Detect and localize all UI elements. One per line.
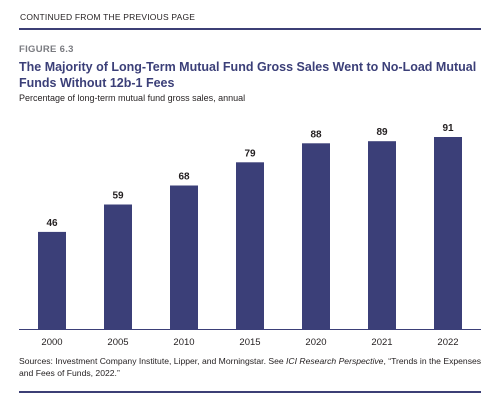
- sources-note: Sources: Investment Company Institute, L…: [19, 356, 489, 379]
- chart-subtitle: Percentage of long-term mutual fund gros…: [19, 93, 246, 103]
- x-tick-label-2021: 2021: [371, 337, 392, 348]
- x-tick-label-2010: 2010: [173, 337, 194, 348]
- data-label-2000: 46: [46, 218, 58, 229]
- top-divider: [19, 28, 481, 30]
- bar-2022: [434, 137, 462, 329]
- figure-number: FIGURE 6.3: [19, 44, 74, 55]
- x-tick-labels-group: 2000 2005 2010 2015 2020 2021 2022: [41, 337, 458, 348]
- sources-suffix: , “Trends in the Expenses and Fees of Fu…: [19, 356, 482, 378]
- bar-2005: [104, 204, 132, 329]
- bar-2000: [38, 231, 66, 329]
- data-label-2021: 89: [376, 127, 388, 138]
- bar-2015: [236, 162, 264, 329]
- sources-prefix: Sources: Investment Company Institute, L…: [19, 356, 287, 366]
- bottom-divider: [19, 391, 481, 393]
- x-tick-label-2020: 2020: [305, 337, 326, 348]
- data-label-2005: 59: [112, 191, 124, 202]
- data-label-2022: 91: [442, 123, 454, 134]
- x-tick-label-2005: 2005: [107, 337, 128, 348]
- data-labels-group: 46 59 68 79 88 89 91: [46, 123, 454, 229]
- bar-2010: [170, 185, 198, 329]
- bar-2020: [302, 143, 330, 329]
- bar-2021: [368, 141, 396, 329]
- bars-group: [38, 137, 462, 329]
- data-label-2020: 88: [310, 129, 322, 140]
- chart-title: The Majority of Long-Term Mutual Fund Gr…: [19, 60, 477, 90]
- data-label-2010: 68: [178, 172, 190, 183]
- sources-publication: ICI Research Perspective: [286, 356, 384, 366]
- x-tick-label-2022: 2022: [437, 337, 458, 348]
- x-tick-label-2015: 2015: [239, 337, 260, 348]
- data-label-2015: 79: [244, 148, 256, 159]
- continued-note: CONTINUED FROM THE PREVIOUS PAGE: [20, 12, 196, 22]
- x-tick-label-2000: 2000: [41, 337, 62, 348]
